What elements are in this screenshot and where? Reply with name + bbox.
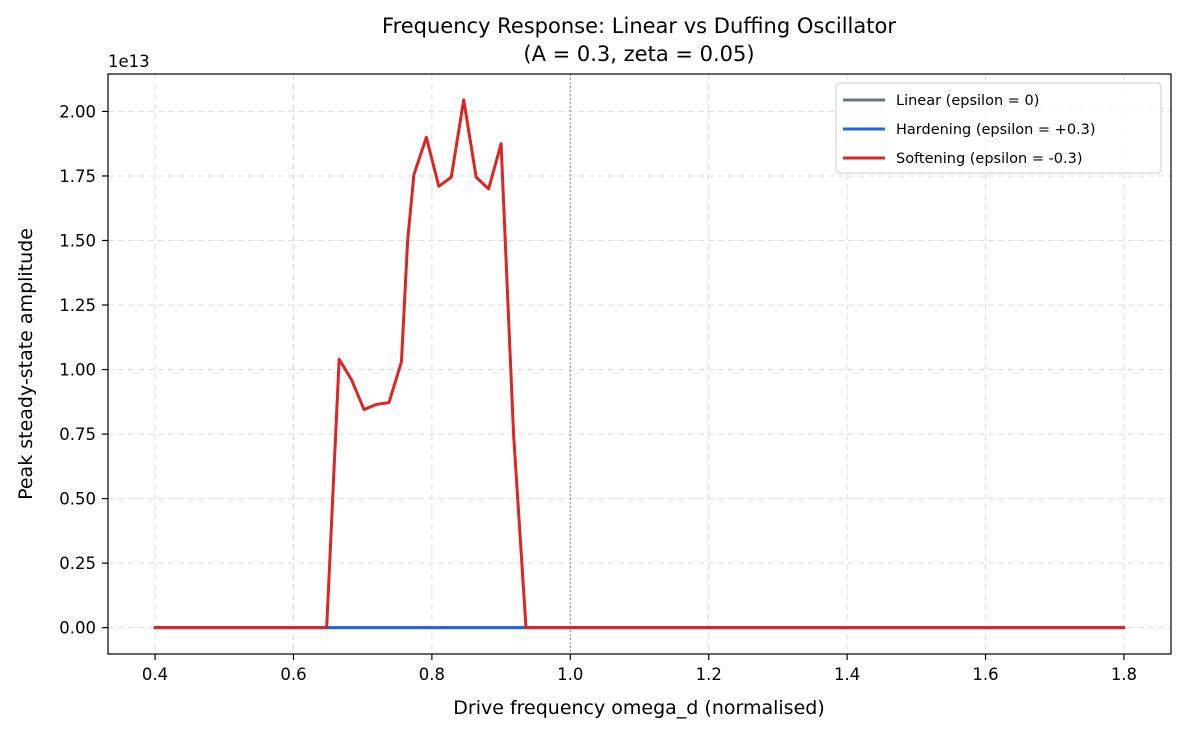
x-tick-label: 1.2 (696, 665, 722, 684)
chart-title: Frequency Response: Linear vs Duffing Os… (382, 14, 896, 38)
x-tick-label: 0.8 (419, 665, 445, 684)
series-line-3 (153, 98, 1126, 630)
series-layer (153, 98, 1126, 630)
x-tick-label: 1.6 (972, 665, 998, 684)
y-tick-label: 2.00 (59, 102, 96, 121)
y-tick-label: 0.75 (59, 425, 96, 444)
x-axis-ticks: 0.4 0.6 0.8 1.0 1.2 1.4 1.6 1.8 (142, 654, 1137, 684)
x-tick-label: 1.0 (557, 665, 583, 684)
chart-subtitle: (A = 0.3, zeta = 0.05) (523, 42, 754, 66)
x-tick-label: 0.6 (280, 665, 306, 684)
plot-area-frame (107, 73, 1172, 655)
x-axis-label: Drive frequency omega_d (normalised) (453, 697, 824, 719)
legend-label-3: Softening (epsilon = -0.3) (896, 151, 1083, 167)
x-tick-label: 1.8 (1111, 665, 1137, 684)
y-tick-label: 1.00 (59, 361, 96, 380)
y-tick-label: 1.50 (59, 231, 96, 250)
x-tick-label: 1.4 (834, 665, 860, 684)
y-tick-label: 0.25 (59, 554, 96, 573)
y-axis-offset-label: 1e13 (108, 52, 150, 71)
x-tick-label: 0.4 (142, 665, 168, 684)
legend-label-2: Hardening (epsilon = +0.3) (896, 122, 1096, 138)
y-axis-ticks: 0.00 0.25 0.50 0.75 1.00 1.25 1.50 1.75 2.00 (59, 102, 108, 638)
legend-label-1: Linear (epsilon = 0) (896, 93, 1039, 109)
y-axis-label: Peak steady-state amplitude (15, 228, 37, 500)
y-tick-label: 0.00 (59, 619, 96, 638)
y-tick-label: 1.75 (59, 167, 96, 186)
y-tick-label: 1.25 (59, 296, 96, 315)
y-tick-label: 0.50 (59, 490, 96, 509)
legend-box (835, 82, 1162, 174)
legend: Linear (epsilon = 0) Hardening (epsilon =… (835, 82, 1162, 174)
